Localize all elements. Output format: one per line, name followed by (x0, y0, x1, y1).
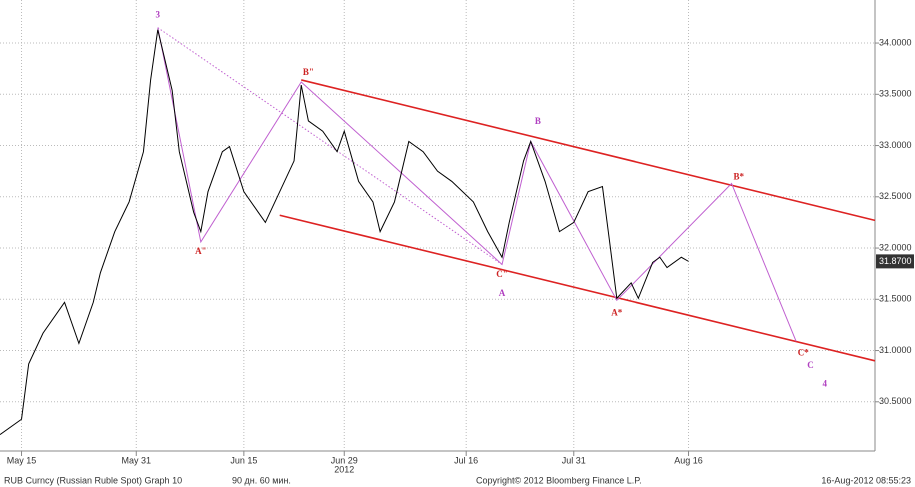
x-tick-label: Jun 15 (230, 455, 257, 465)
last-price-label: 31.8700 (879, 256, 912, 266)
y-tick-label: 33.5000 (879, 89, 912, 99)
last-price-box (876, 254, 914, 269)
year-label: 2012 (334, 464, 354, 474)
y-tick-label: 31.5000 (879, 294, 912, 304)
y-tick-label: 33.0000 (879, 140, 912, 150)
price-line (0, 29, 689, 436)
footer-left: RUB Curncy (Russian Ruble Spot) Graph 10 (4, 475, 182, 485)
wave-label: C (807, 360, 814, 370)
x-tick-label: May 15 (7, 455, 37, 465)
y-tick-label: 32.0000 (879, 242, 912, 252)
wave-label: 4 (823, 378, 828, 388)
x-tick-label: May 31 (122, 455, 152, 465)
trend-line (301, 79, 876, 222)
wave-label: B* (733, 171, 744, 181)
wave-label: C" (496, 269, 508, 279)
trend-line (279, 214, 876, 362)
y-tick-label: 31.0000 (879, 345, 912, 355)
wave-label: A" (195, 246, 207, 256)
wave-label: B" (303, 67, 314, 77)
footer-timestamp: 16-Aug-2012 08:55:23 (821, 475, 911, 485)
wave-label: A* (611, 308, 622, 318)
footer-copyright: Copyright© 2012 Bloomberg Finance L.P. (476, 475, 642, 485)
wave-label: B (535, 116, 541, 126)
x-tick-label: Jul 31 (562, 455, 586, 465)
y-tick-label: 32.5000 (879, 191, 912, 201)
x-tick-label: Jun 29 (331, 455, 358, 465)
wave-label: A (499, 288, 506, 298)
y-tick-label: 34.0000 (879, 37, 912, 47)
y-tick-label: 30.5000 (879, 396, 912, 406)
wave-label: C* (798, 348, 809, 358)
footer-period: 90 дн. 60 мин. (232, 475, 291, 485)
x-tick-label: Aug 16 (674, 455, 703, 465)
x-tick-label: Jul 16 (454, 455, 478, 465)
wave-label: 3 (156, 9, 161, 19)
trend-line (157, 27, 797, 342)
